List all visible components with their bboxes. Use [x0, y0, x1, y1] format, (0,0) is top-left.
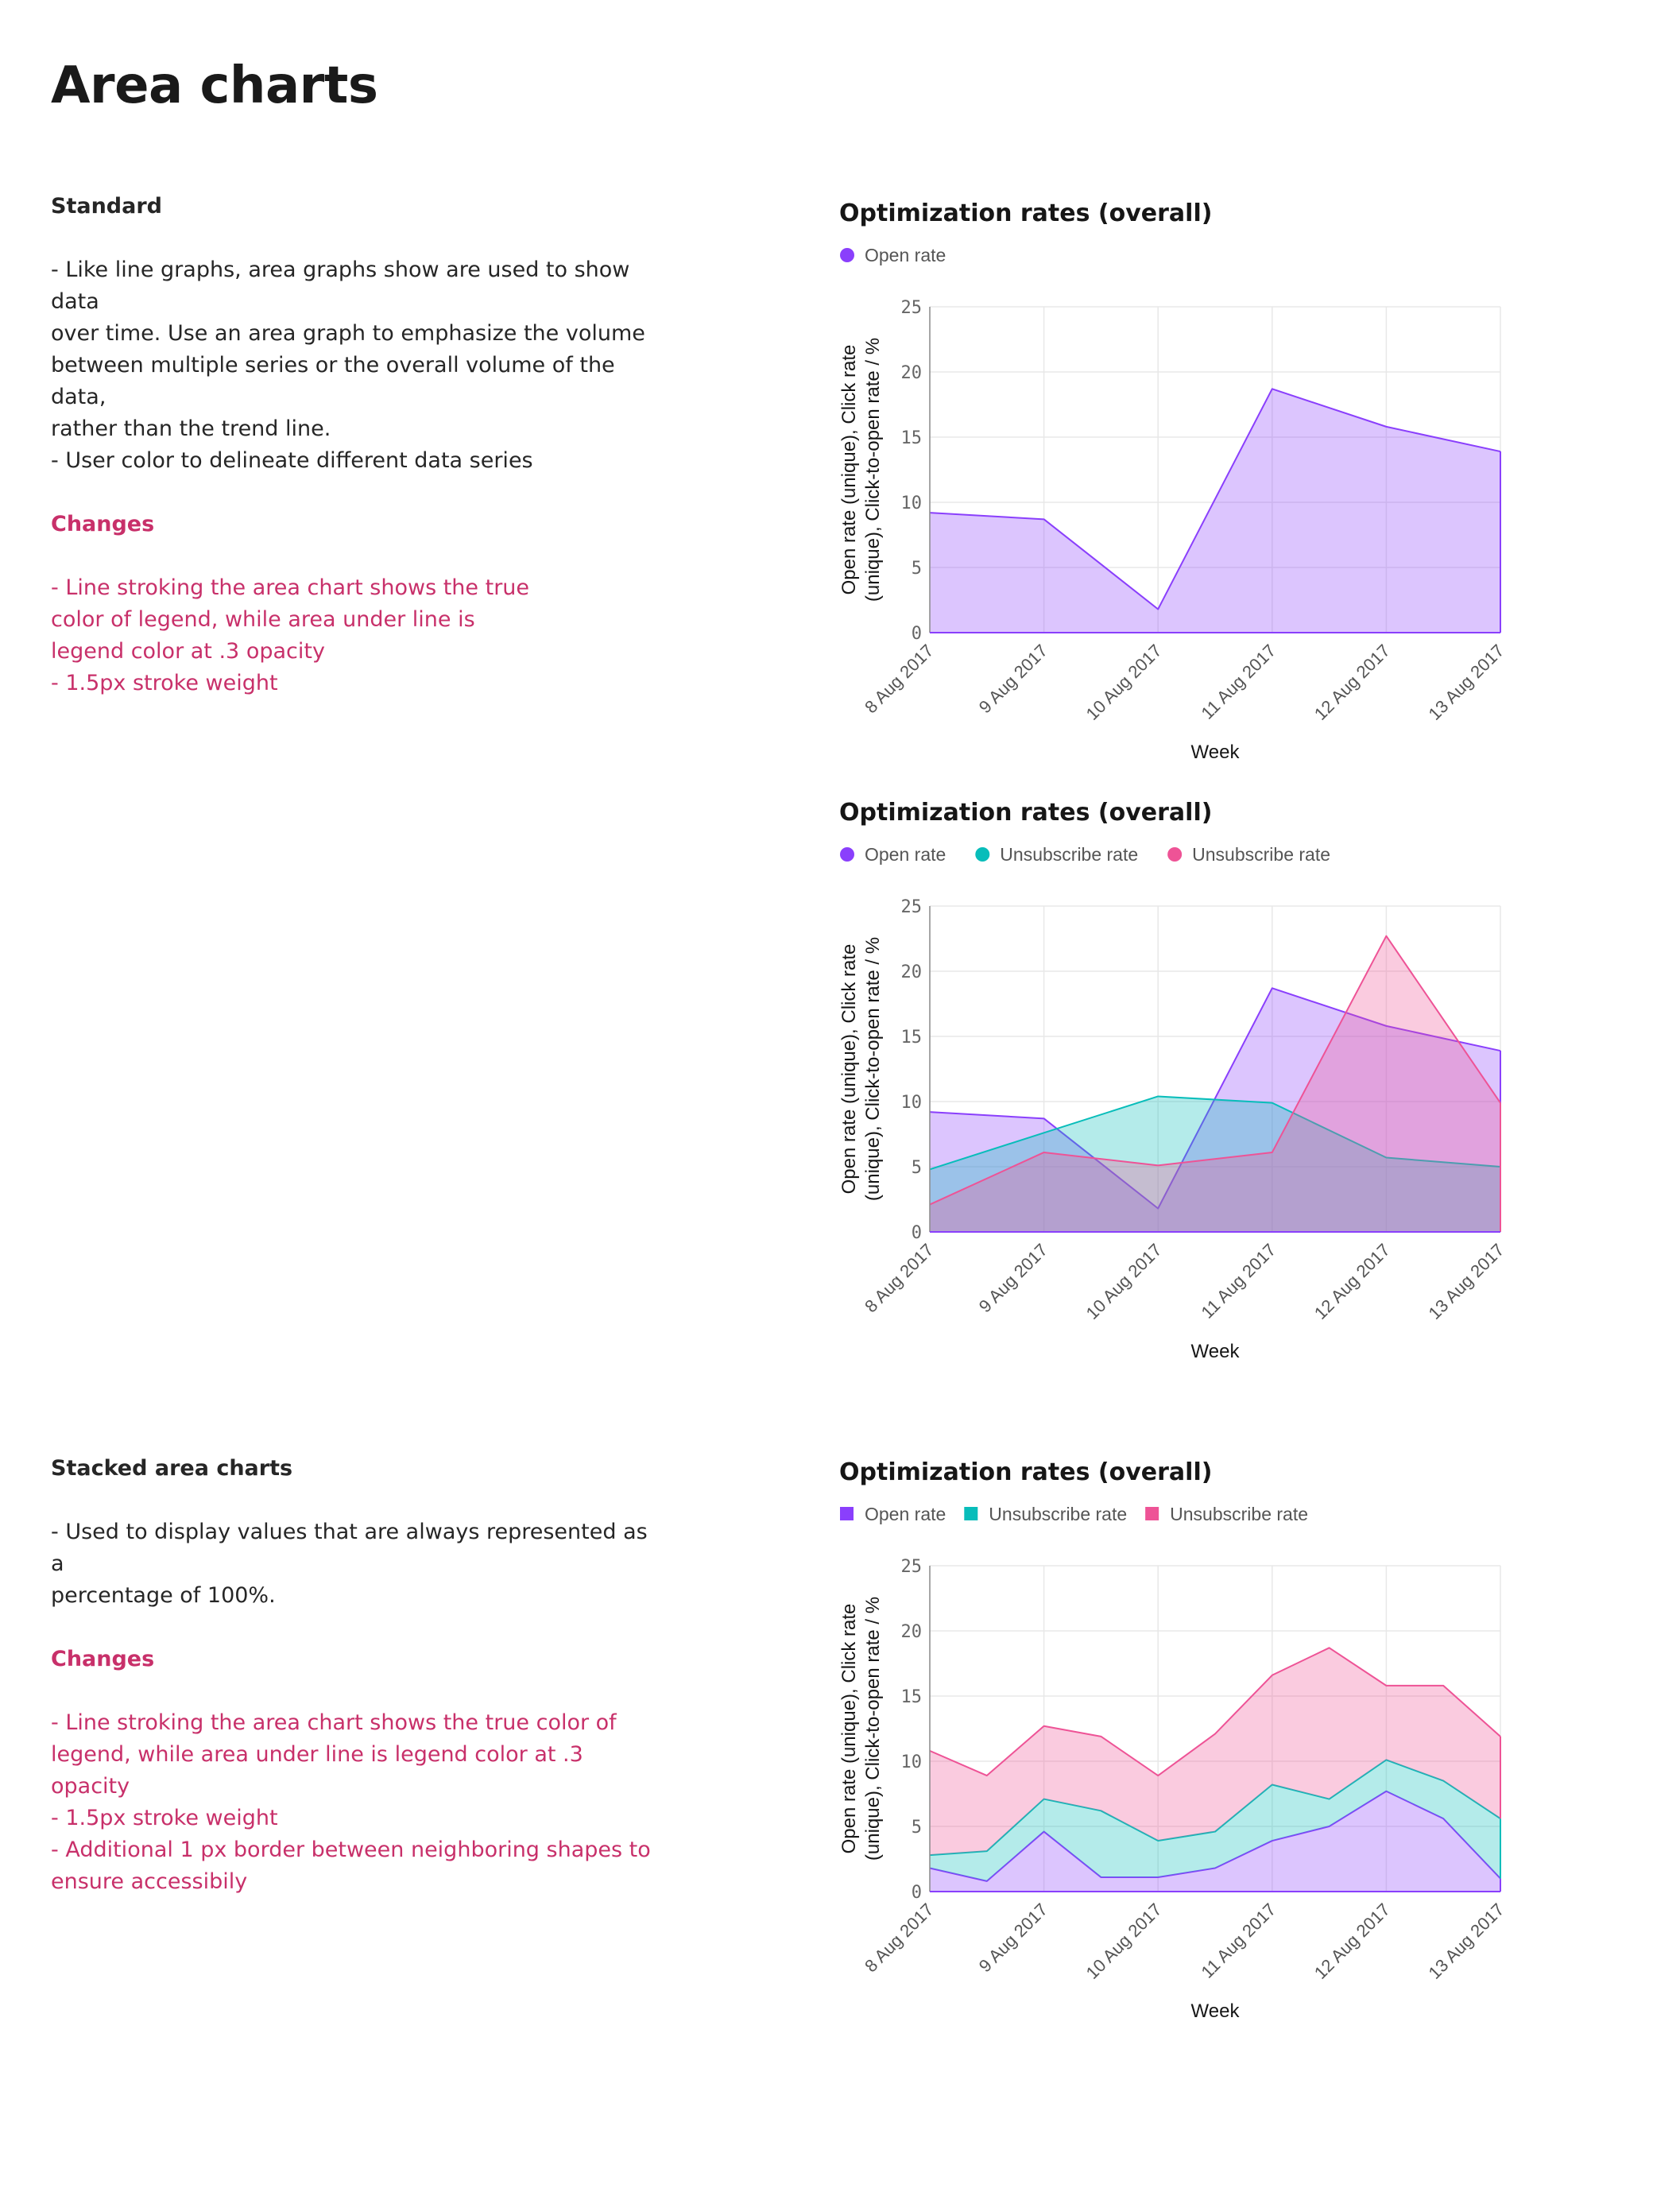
area-chart-single: Optimization rates (overall) Open rate 0 5 1… — [826, 188, 1680, 776]
series-area-0 — [930, 389, 1500, 633]
legend-label-0: Open rate — [865, 1504, 946, 1524]
y-axis-title-line: Open rate (unique), Click rate — [838, 1604, 860, 1854]
legend-marker-2 — [1167, 847, 1183, 862]
x-tick-label: 13 Aug 2017 — [1424, 1240, 1508, 1323]
y-tick-label: 20 — [901, 962, 923, 982]
chart-title: Optimization rates (overall) — [839, 799, 1212, 827]
x-tick-label: 11 Aug 2017 — [1197, 1900, 1279, 1982]
x-tick-label: 11 Aug 2017 — [1197, 1240, 1279, 1323]
legend-marker-0 — [840, 1507, 854, 1520]
area-chart-single-svg: Optimization rates (overall) Open rate 0 5 1… — [838, 199, 1508, 763]
legend-label-0: Open rate — [865, 245, 946, 265]
standard-description: Standard - Like line graphs, area graphs… — [51, 191, 655, 699]
x-axis-title: Week — [1191, 742, 1241, 763]
x-tick-label: 10 Aug 2017 — [1082, 1240, 1166, 1323]
legend-label-0: Open rate — [865, 844, 946, 865]
series-line-2 — [929, 935, 1501, 1206]
y-axis-title-line: (unique), Click-to-open rate / % — [862, 338, 884, 602]
changes-body-standard: - Line stroking the area chart shows the… — [51, 575, 530, 695]
y-tick-label: 20 — [901, 363, 923, 383]
stacked-area-chart: Optimization rates (overall) Open rate Uns… — [826, 1446, 1680, 2035]
page-title: Area charts — [51, 56, 378, 115]
x-tick-label: 8 Aug 2017 — [861, 1900, 937, 1976]
legend-marker-0 — [840, 248, 854, 262]
series-area-1 — [930, 1760, 1500, 1881]
y-tick-label: 0 — [912, 624, 922, 644]
x-axis-title: Week — [1191, 2000, 1241, 2022]
series-line-2 — [929, 1647, 1501, 1777]
section-heading-standard: Standard — [51, 194, 162, 219]
series-line-0 — [929, 388, 1501, 610]
legend-marker-0 — [840, 847, 854, 862]
y-axis-title: Open rate (unique), Click rate (unique), … — [838, 338, 884, 602]
x-tick-label: 8 Aug 2017 — [861, 1240, 937, 1316]
changes-heading-stacked: Changes — [51, 1647, 155, 1671]
y-tick-label: 5 — [912, 559, 922, 579]
x-tick-label: 9 Aug 2017 — [975, 1900, 1051, 1976]
x-axis-title: Week — [1191, 1341, 1241, 1362]
y-axis-title: Open rate (unique), Click rate (unique), … — [838, 1597, 884, 1861]
stacked-area-chart-svg: Optimization rates (overall) Open rate Uns… — [838, 1458, 1508, 2022]
y-tick-label: 5 — [912, 1158, 922, 1178]
legend-marker-1 — [975, 847, 990, 862]
x-tick-label: 12 Aug 2017 — [1310, 1900, 1394, 1983]
y-axis-title: Open rate (unique), Click rate (unique), … — [838, 937, 884, 1201]
y-tick-label: 25 — [901, 897, 923, 917]
x-tick-label: 8 Aug 2017 — [861, 641, 937, 717]
series-area-2 — [930, 935, 1500, 1232]
x-tick-label: 10 Aug 2017 — [1082, 641, 1166, 724]
chart-grid — [929, 306, 1501, 633]
area-chart-multi: Optimization rates (overall) Open rate Uns… — [826, 787, 1680, 1375]
y-axis-title-line: Open rate (unique), Click rate — [838, 345, 860, 595]
y-axis-title-line: Open rate (unique), Click rate — [838, 944, 860, 1195]
changes-body-stacked: - Line stroking the area chart shows the… — [51, 1710, 651, 1894]
chart-title: Optimization rates (overall) — [839, 199, 1212, 227]
series-area-0 — [930, 1791, 1500, 1892]
legend-label-2: Unsubscribe rate — [1192, 844, 1330, 865]
x-tick-label: 9 Aug 2017 — [975, 641, 1051, 717]
x-tick-label: 13 Aug 2017 — [1424, 1900, 1508, 1983]
series-line-1 — [929, 1095, 1501, 1171]
x-tick-label: 11 Aug 2017 — [1197, 641, 1279, 723]
x-tick-label: 12 Aug 2017 — [1310, 1240, 1394, 1323]
y-tick-label: 5 — [912, 1818, 922, 1838]
area-chart-multi-svg: Optimization rates (overall) Open rate Uns… — [838, 799, 1508, 1362]
y-tick-label: 20 — [901, 1622, 923, 1642]
y-tick-label: 15 — [901, 428, 923, 448]
y-tick-label: 0 — [912, 1883, 922, 1903]
series-line-1 — [929, 1759, 1501, 1857]
y-tick-label: 10 — [901, 494, 923, 513]
y-axis-title-line: (unique), Click-to-open rate / % — [862, 1597, 884, 1861]
y-tick-label: 0 — [912, 1223, 922, 1243]
stacked-body: - Used to display values that are always… — [51, 1520, 648, 1608]
stacked-description: Stacked area charts - Used to display va… — [51, 1453, 655, 1898]
x-tick-label: 12 Aug 2017 — [1310, 641, 1394, 724]
y-tick-label: 15 — [901, 1687, 923, 1707]
y-axis-title-line: (unique), Click-to-open rate / % — [862, 937, 884, 1201]
series-line-0 — [929, 987, 1501, 1210]
series-area-1 — [930, 1096, 1500, 1232]
y-tick-label: 25 — [901, 298, 923, 318]
y-tick-label: 25 — [901, 1557, 923, 1577]
standard-body: - Like line graphs, area graphs show are… — [51, 258, 645, 473]
legend-marker-2 — [1145, 1507, 1159, 1520]
changes-heading-standard: Changes — [51, 512, 155, 536]
y-tick-label: 10 — [901, 1752, 923, 1772]
legend-label-1: Unsubscribe rate — [989, 1504, 1127, 1524]
y-tick-label: 15 — [901, 1028, 923, 1048]
x-tick-label: 10 Aug 2017 — [1082, 1900, 1166, 1983]
legend-marker-1 — [964, 1507, 978, 1520]
series-area-0 — [930, 988, 1500, 1232]
chart-title: Optimization rates (overall) — [839, 1458, 1212, 1486]
legend-label-1: Unsubscribe rate — [1000, 844, 1138, 865]
x-tick-label: 9 Aug 2017 — [975, 1240, 1051, 1316]
series-line-0 — [929, 1790, 1501, 1882]
legend-label-2: Unsubscribe rate — [1170, 1504, 1308, 1524]
series-area-2 — [930, 1648, 1500, 1856]
x-tick-label: 13 Aug 2017 — [1424, 641, 1508, 724]
section-heading-stacked: Stacked area charts — [51, 1456, 293, 1481]
y-tick-label: 10 — [901, 1093, 923, 1113]
